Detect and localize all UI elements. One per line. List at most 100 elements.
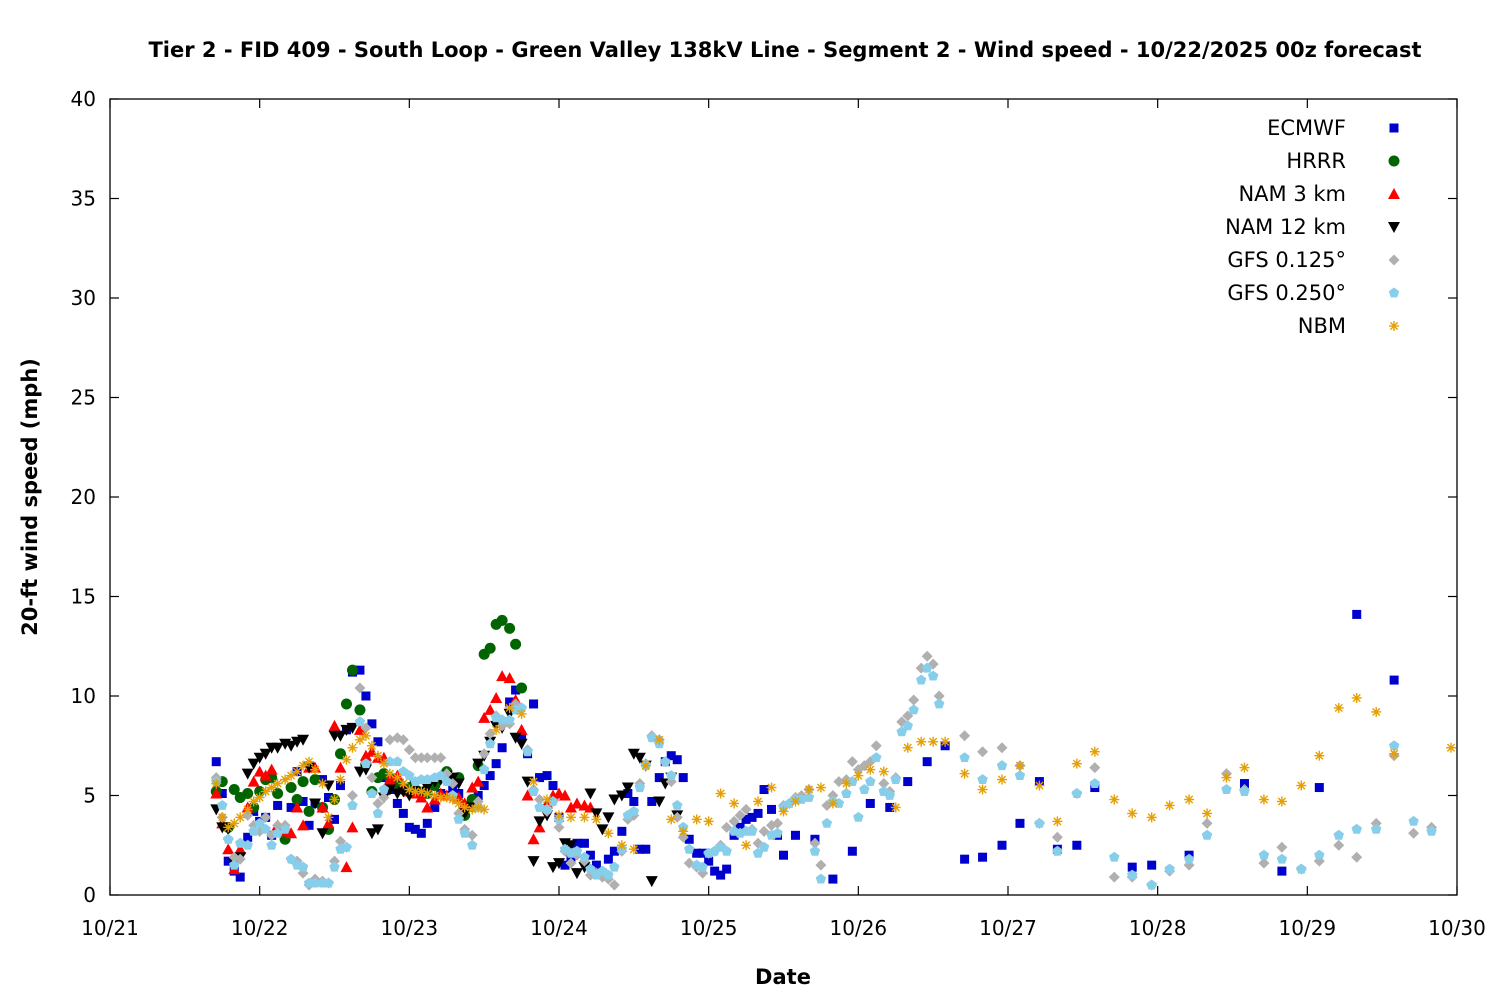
data-point-nam-3-km	[421, 801, 434, 813]
data-point-gfs-0-250	[1183, 853, 1195, 864]
data-point-nbm	[1333, 702, 1344, 713]
data-point-nam-3-km	[558, 789, 571, 801]
data-point-gfs-0-125	[366, 772, 378, 784]
data-point-nbm	[1296, 780, 1307, 791]
legend-marker	[1389, 123, 1399, 133]
data-point-ecmwf	[304, 820, 314, 830]
data-point-nam-12-km	[285, 740, 298, 752]
data-point-ecmwf	[548, 781, 558, 791]
data-point-nbm	[542, 794, 553, 805]
data-point-nbm	[211, 778, 222, 789]
data-point-nbm	[280, 774, 291, 785]
data-point-gfs-0-125	[878, 778, 890, 790]
data-point-gfs-0-250	[341, 841, 352, 852]
data-point-gfs-0-125	[1408, 827, 1420, 839]
data-point-ecmwf	[298, 796, 308, 806]
data-point-nam-12-km	[371, 824, 384, 836]
data-point-gfs-0-125	[334, 835, 346, 847]
data-point-nam-12-km	[421, 782, 434, 794]
data-point-gfs-0-125	[234, 853, 246, 865]
data-point-nbm	[435, 792, 446, 803]
data-point-ecmwf	[847, 846, 857, 856]
data-point-gfs-0-250	[746, 825, 758, 836]
data-point-nam-12-km	[241, 768, 254, 780]
data-point-nam-3-km	[472, 775, 485, 787]
data-point-nbm	[1314, 750, 1325, 761]
data-point-nam-3-km	[234, 843, 247, 855]
data-point-ecmwf	[324, 792, 334, 802]
data-point-ecmwf	[286, 802, 296, 812]
data-point-nbm	[1371, 706, 1382, 717]
data-point-hrrr	[228, 784, 240, 796]
data-point-gfs-0-250	[229, 859, 240, 870]
legend-label: NAM 3 km	[1238, 182, 1346, 206]
data-point-ecmwf	[684, 834, 694, 844]
data-point-nam-3-km	[515, 723, 528, 735]
data-point-ecmwf	[1015, 818, 1025, 828]
data-point-gfs-0-125	[740, 803, 752, 815]
data-point-nbm	[1446, 742, 1457, 753]
legend-label: HRRR	[1286, 149, 1346, 173]
data-point-ecmwf	[617, 826, 627, 836]
data-point-nbm	[616, 840, 627, 851]
data-point-gfs-0-250	[478, 764, 490, 775]
data-point-gfs-0-250	[921, 662, 933, 673]
data-point-nbm	[310, 764, 321, 775]
series-0	[211, 609, 1399, 884]
data-point-nam-12-km	[472, 758, 485, 770]
data-point-gfs-0-250	[1370, 823, 1382, 834]
data-point-nbm	[1389, 748, 1400, 759]
data-point-gfs-0-250	[815, 873, 827, 884]
data-point-ecmwf	[735, 822, 745, 832]
y-tick-label: 35	[71, 187, 96, 211]
legend-label: ECMWF	[1267, 116, 1346, 140]
data-point-gfs-0-125	[372, 797, 384, 809]
data-point-gfs-0-125	[260, 811, 272, 823]
y-tick-label: 0	[83, 883, 96, 907]
data-point-gfs-0-250	[666, 770, 677, 780]
data-point-hrrr	[291, 793, 303, 805]
data-point-gfs-0-250	[609, 861, 620, 872]
data-point-nam-12-km	[584, 788, 597, 800]
data-point-hrrr	[484, 642, 496, 654]
data-point-nbm	[335, 774, 346, 785]
data-point-gfs-0-250	[504, 714, 515, 725]
data-point-nbm	[640, 760, 651, 771]
data-point-ecmwf	[666, 751, 676, 761]
data-point-nam-12-km	[590, 808, 603, 820]
data-point-gfs-0-250	[977, 774, 988, 784]
data-point-nbm	[1014, 760, 1025, 771]
data-point-ecmwf	[759, 785, 769, 795]
data-point-nbm	[977, 784, 988, 795]
data-point-ecmwf	[903, 777, 913, 787]
data-point-ecmwf	[978, 852, 988, 862]
data-point-nbm	[491, 724, 502, 735]
data-point-hrrr	[303, 805, 315, 817]
data-point-nbm	[1071, 758, 1082, 769]
data-point-nbm	[997, 774, 1008, 785]
data-point-gfs-0-250	[841, 788, 852, 798]
data-point-ecmwf	[1314, 783, 1324, 793]
data-point-gfs-0-250	[242, 839, 253, 850]
data-point-nam-3-km	[570, 797, 583, 809]
data-point-ecmwf	[922, 757, 932, 767]
data-point-nbm	[378, 758, 389, 769]
data-point-gfs-0-250	[1239, 786, 1250, 796]
data-point-nam-3-km	[210, 787, 223, 799]
x-tick-label: 10/25	[680, 916, 738, 940]
data-point-nbm	[347, 742, 358, 753]
data-point-ecmwf	[692, 848, 702, 858]
data-point-gfs-0-125	[996, 742, 1008, 754]
data-point-gfs-0-125	[484, 728, 496, 740]
data-point-nbm	[304, 756, 315, 767]
data-point-gfs-0-125	[378, 791, 390, 803]
data-point-nbm	[1184, 794, 1195, 805]
data-point-gfs-0-250	[522, 746, 533, 757]
data-point-nbm	[827, 798, 838, 809]
data-point-nbm	[554, 810, 564, 821]
data-point-gfs-0-250	[435, 770, 446, 780]
data-point-ecmwf	[779, 850, 788, 860]
data-point-gfs-0-125	[346, 790, 358, 801]
data-points	[210, 609, 1457, 891]
data-point-ecmwf	[960, 854, 970, 864]
